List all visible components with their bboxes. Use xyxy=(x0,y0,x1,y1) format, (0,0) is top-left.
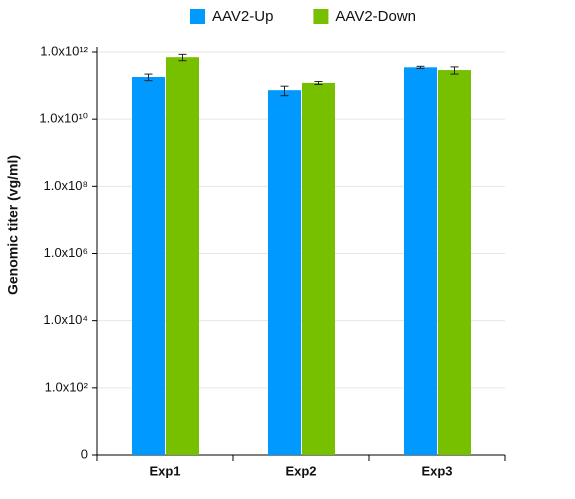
bar xyxy=(302,82,335,455)
legend-label: AAV2-Down xyxy=(335,8,416,25)
y-tick-label: 0 xyxy=(81,446,88,461)
legend-label: AAV2-Up xyxy=(212,8,273,25)
x-tick-label: Exp3 xyxy=(421,463,452,478)
bar xyxy=(404,67,437,456)
error-bar xyxy=(178,53,187,62)
y-tick-label: 1.0x10⁸ xyxy=(43,178,88,193)
error-bar xyxy=(314,81,323,85)
error-bar xyxy=(450,66,459,75)
x-tick-label: Exp2 xyxy=(285,463,316,478)
y-axis-label: Genomic titer (vg/ml) xyxy=(5,155,21,295)
error-bar xyxy=(280,85,289,97)
bar xyxy=(132,77,165,455)
y-tick-label: 1.0x10⁶ xyxy=(44,245,88,260)
legend-swatch xyxy=(190,9,205,24)
bar xyxy=(166,57,199,456)
x-tick-label: Exp1 xyxy=(149,463,180,478)
y-tick-label: 1.0x10¹⁰ xyxy=(39,111,88,126)
y-tick-label: 1.0x10¹² xyxy=(40,43,88,58)
error-bar xyxy=(144,73,153,82)
y-tick-label: 1.0x10² xyxy=(45,379,89,394)
bar xyxy=(438,70,471,455)
legend-swatch xyxy=(313,9,329,24)
y-tick-label: 1.0x10⁴ xyxy=(43,312,88,327)
error-bar xyxy=(416,65,425,69)
bar xyxy=(268,90,301,456)
